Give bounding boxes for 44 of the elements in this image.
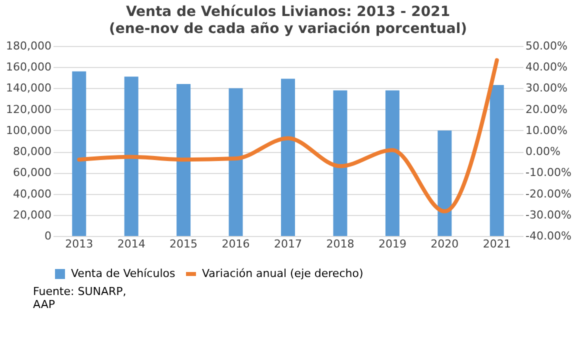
bar [281, 78, 295, 236]
y2-tick-label: 0.00% [526, 145, 560, 158]
y-tick-label: 160,000 [6, 60, 52, 74]
bar [72, 71, 86, 236]
line-series [77, 58, 499, 214]
y-tick-label: 40,000 [13, 187, 52, 200]
x-tick-label: 2018 [326, 238, 354, 250]
y-tick-label: 140,000 [6, 82, 52, 95]
source-note: Fuente: SUNARP, AAP [33, 285, 126, 311]
y2-tick-label: 10.00% [526, 124, 568, 137]
bar [176, 84, 191, 236]
legend-label: Variación anual (eje derecho) [202, 267, 364, 280]
x-tick-label: 2015 [170, 238, 198, 250]
x-tick-label: 2021 [482, 238, 511, 250]
y-tick-label: 180,000 [6, 40, 52, 52]
legend-label: Venta de Vehículos [71, 267, 176, 280]
y2-tick-label: 50.00% [526, 40, 568, 52]
bar [228, 88, 243, 236]
bar [385, 90, 400, 236]
y-tick-label: 80,000 [13, 145, 52, 158]
y2-tick-label: 30.00% [526, 82, 568, 95]
bar [333, 90, 348, 236]
y2-tick-label: -40.00% [526, 230, 572, 242]
chart-subtitle: (ene-nov de cada año y variación porcentual) [108, 21, 468, 37]
x-tick-label: 2013 [65, 238, 94, 250]
y-tick-label: 60,000 [13, 166, 52, 180]
y-tick-label: 100,000 [6, 124, 52, 137]
y2-tick-label: -20.00% [526, 187, 572, 200]
x-tick-label: 2020 [430, 238, 459, 250]
y-tick-label: 0 [44, 230, 52, 242]
y2-tick-label: 40.00% [526, 60, 568, 74]
bar [490, 85, 504, 236]
bar [124, 76, 138, 236]
x-tick-label: 2019 [378, 238, 406, 250]
x-tick-label: 2017 [274, 238, 302, 250]
y2-tick-label: -30.00% [526, 208, 572, 222]
y2-tick-label: 20.00% [526, 102, 568, 116]
x-tick-label: 2014 [117, 238, 146, 250]
y-tick-label: 20,000 [13, 208, 52, 222]
y-tick-label: 120,000 [6, 102, 52, 116]
y2-tick-label: -10.00% [526, 166, 572, 180]
x-tick-label: 2016 [222, 238, 250, 250]
chart-title: Venta de Vehículos Livianos: 2013 - 2021 [126, 4, 450, 20]
bar [438, 130, 452, 236]
